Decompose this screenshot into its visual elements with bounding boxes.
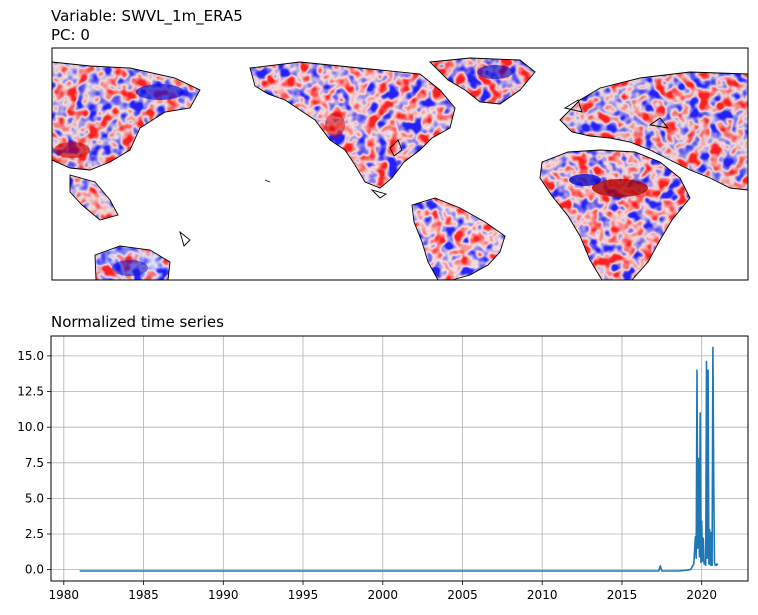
x-tick-label: 1985 xyxy=(128,588,159,602)
y-axis-ticks: 0.0 2.5 5.0 7.5 10.0 12.5 15.0 xyxy=(17,349,51,577)
anomaly-blob-central-asia xyxy=(54,142,90,158)
time-series-panel: 1980 1985 1990 1995 2000 2005 2010 2015 2020 0.0… xyxy=(17,335,749,602)
x-tick-label: 1995 xyxy=(288,588,319,602)
x-tick-label: 2005 xyxy=(447,588,478,602)
map-title-variable: Variable: SWVL_1m_ERA5 xyxy=(51,7,243,25)
series-line xyxy=(79,346,719,572)
x-tick-label: 1980 xyxy=(49,588,80,602)
x-tick-label: 2020 xyxy=(686,588,717,602)
anomaly-blob-siberia xyxy=(136,84,184,100)
x-tick-label: 2000 xyxy=(368,588,399,602)
series-layer xyxy=(79,346,719,572)
anomaly-blob-sahara xyxy=(592,179,648,197)
y-tick-label: 10.0 xyxy=(17,420,44,434)
chart-title: Normalized time series xyxy=(51,313,224,331)
coastlines xyxy=(52,57,748,280)
y-tick-label: 0.0 xyxy=(25,563,44,577)
y-tick-label: 12.5 xyxy=(17,385,44,399)
y-tick-label: 5.0 xyxy=(25,491,44,505)
anomaly-blob-north-america xyxy=(325,113,345,137)
y-gridlines xyxy=(51,355,748,570)
map-title-pc: PC: 0 xyxy=(51,26,90,44)
anomaly-blob-australia xyxy=(112,260,148,276)
y-tick-label: 15.0 xyxy=(17,349,44,363)
x-tick-label: 1990 xyxy=(208,588,239,602)
map-frame xyxy=(51,47,749,281)
x-gridlines xyxy=(63,336,703,581)
y-tick-label: 2.5 xyxy=(25,527,44,541)
anomaly-blob-greenland xyxy=(477,65,513,79)
x-axis-ticks: 1980 1985 1990 1995 2000 2005 2010 2015 2020 xyxy=(49,581,717,602)
x-tick-label: 2015 xyxy=(607,588,638,602)
y-tick-label: 7.5 xyxy=(25,456,44,470)
anomaly-blob-west-africa xyxy=(569,174,601,186)
plot-frame xyxy=(50,335,749,582)
plot-area xyxy=(51,336,748,581)
map-panel xyxy=(51,47,749,281)
x-tick-label: 2010 xyxy=(527,588,558,602)
